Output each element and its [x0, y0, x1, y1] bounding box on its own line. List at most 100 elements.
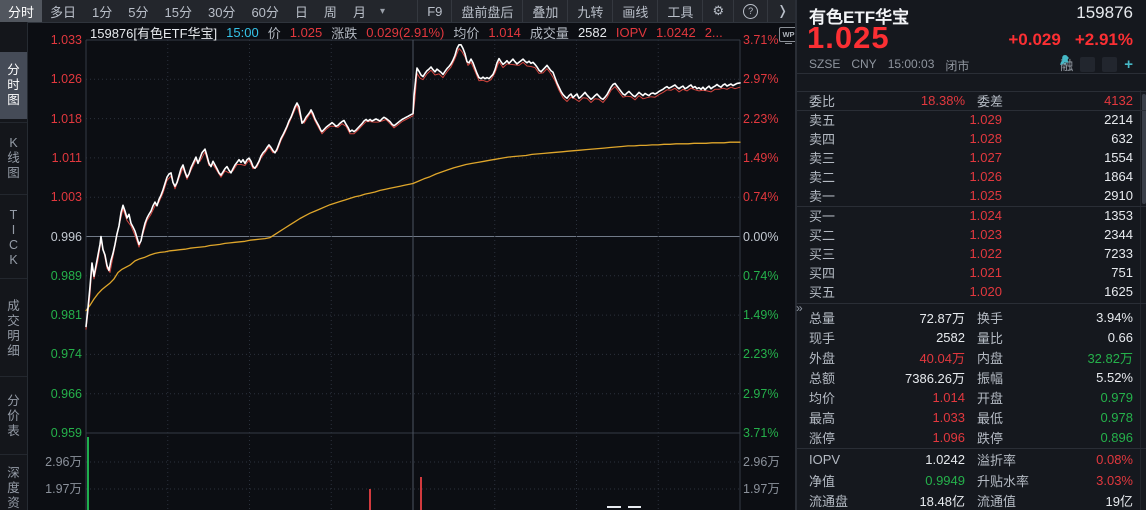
sell-level-3-volume: 1554 — [1104, 150, 1133, 166]
tab-fenshi[interactable]: 分时 — [0, 0, 43, 22]
volume-bar-0 — [87, 437, 89, 510]
sidebar-separator — [0, 122, 27, 123]
info-segment-10: IOPV — [615, 25, 647, 40]
panel-collapse-handle[interactable]: » — [796, 301, 803, 315]
tab-30min[interactable]: 30分 — [207, 4, 236, 20]
edit-pencil-icon[interactable] — [1060, 56, 1096, 72]
sell-level-4[interactable]: 卖四 1.028 632 — [797, 129, 1146, 148]
axis-label-right-axis-5: 0.00% — [743, 229, 779, 244]
stat-row-4-label1: 均价 — [809, 390, 836, 406]
sidebar-item-kline-chart[interactable]: K 线 图 — [7, 136, 20, 180]
stat-row-3-value1: 7386.26万 — [905, 370, 965, 386]
toolbar-button-f9[interactable]: F9 — [417, 0, 451, 22]
view-sidebar: 分 时 图 K 线 图 T I C K 成 交 明 细分 价 表深 度 资 料 — [0, 22, 28, 510]
buy-level-5[interactable]: 买五 1.020 1625 — [797, 282, 1146, 301]
panel-divider — [797, 447, 1146, 449]
gear-icon[interactable]: ⚙ — [702, 0, 733, 22]
currency-label: CNY — [851, 57, 877, 71]
toolbar-button-nine-turn[interactable]: 九转 — [567, 0, 612, 22]
sidebar-item-price-volume-table[interactable]: 分 价 表 — [7, 394, 20, 438]
weicha-label: 委差 — [977, 93, 1004, 109]
sidebar-separator — [0, 194, 27, 195]
sidebar-separator — [0, 278, 27, 279]
stat-row-4: 均价 1.014 开盘 0.979 — [797, 387, 1146, 407]
buy-level-3[interactable]: 买三 1.022 7233 — [797, 244, 1146, 263]
tab-week[interactable]: 周 — [323, 4, 337, 20]
info-segment-2: 价 — [267, 26, 281, 41]
sidebar-item-depth-info[interactable]: 深 度 资 料 — [7, 465, 20, 510]
add-to-watchlist-icon[interactable]: + — [1124, 56, 1133, 73]
sidebar-item-trade-detail[interactable]: 成 交 明 细 — [7, 298, 20, 358]
axis-label-right-axis-7: 1.49% — [743, 308, 779, 322]
tab-1min[interactable]: 1分 — [92, 4, 113, 20]
help-icon[interactable]: ? — [733, 0, 767, 22]
sell-level-1-price: 1.025 — [969, 188, 1002, 204]
stat-row-0-value1: 72.87万 — [919, 310, 965, 326]
price-axis-left: 1.033 1.026 1.018 1.011 1.003 0.996 0.989 0.981… — [30, 0, 82, 510]
axis-label-right-axis-11: 2.96万 — [743, 455, 780, 469]
tab-duori[interactable]: 多日 — [50, 4, 77, 20]
change-value: +0.029 — [1008, 30, 1061, 49]
sidebar-item-tick[interactable]: T I C K — [8, 207, 19, 267]
exchange-label: SZSE — [809, 57, 841, 71]
period-dropdown-caret-icon[interactable]: ▾ — [379, 5, 385, 17]
price-line — [85, 43, 741, 328]
buy-level-2[interactable]: 买二 1.023 2344 — [797, 225, 1146, 244]
stat-row-4-value2: 0.979 — [1100, 389, 1133, 405]
info-segment-0: 159876[有色ETF华宝] — [90, 26, 218, 41]
chevron-icon[interactable]: ❭ — [767, 0, 797, 22]
sell-level-2[interactable]: 卖二 1.026 1864 — [797, 167, 1146, 186]
toolbar-button-overlay[interactable]: 叠加 — [522, 0, 567, 22]
sell-level-5-volume: 2214 — [1104, 112, 1133, 128]
price-change: +0.029 +2.91% — [1008, 30, 1133, 50]
tab-month[interactable]: 月 — [352, 4, 366, 20]
stat-row-2-label1: 外盘 — [809, 350, 836, 366]
alert-bell-icon[interactable] — [1061, 55, 1118, 72]
stat-row-5-value2: 0.978 — [1100, 409, 1133, 425]
axis-label-left-axis-7: 0.981 — [50, 308, 82, 322]
tab-day[interactable]: 日 — [294, 4, 308, 20]
sidebar-item-intraday-chart[interactable]: 分 时 图 — [0, 52, 27, 119]
sell-level-5-label: 卖五 — [809, 113, 836, 129]
toolbar-button-draw-line[interactable]: 画线 — [612, 0, 657, 22]
stat-row-2-label2: 内盘 — [977, 350, 1004, 366]
stat-row-3-value2: 5.52% — [1096, 369, 1133, 385]
toolbar-button-pre-post-market[interactable]: 盘前盘后 — [451, 0, 522, 22]
toolbar-button-tools[interactable]: 工具 — [657, 0, 702, 22]
sell-level-5-price: 1.029 — [969, 112, 1002, 128]
buy-level-1[interactable]: 买一 1.024 1353 — [797, 207, 1146, 226]
sell-level-5[interactable]: 卖五 1.029 2214 — [797, 111, 1146, 130]
valuation-row-1-label1: 净值 — [809, 473, 836, 489]
tab-5min[interactable]: 5分 — [128, 4, 149, 20]
scrollbar-thumb[interactable] — [1142, 94, 1146, 204]
intraday-chart-plot[interactable] — [0, 0, 797, 510]
buy-level-1-volume: 1353 — [1104, 208, 1133, 224]
stat-row-6: 涨停 1.096 跌停 0.896 — [797, 427, 1146, 447]
valuation-row-0: IOPV 1.0242 溢折率 0.08% — [797, 449, 1146, 470]
axis-label-left-axis-12: 1.97万 — [45, 482, 82, 496]
stat-row-2-value2: 32.82万 — [1087, 350, 1133, 366]
tab-15min[interactable]: 15分 — [164, 4, 192, 20]
tab-60min[interactable]: 60分 — [251, 4, 279, 20]
panel-scrollbar[interactable] — [1140, 90, 1146, 510]
buy-level-4[interactable]: 买四 1.021 751 — [797, 263, 1146, 282]
sell-level-2-volume: 1864 — [1104, 169, 1133, 185]
weibi-label: 委比 — [809, 93, 836, 109]
axis-label-right-axis-8: 2.23% — [743, 347, 779, 361]
buy-level-4-volume: 751 — [1111, 265, 1133, 281]
sell-level-3[interactable]: 卖三 1.027 1554 — [797, 148, 1146, 167]
last-price: 1.025 — [807, 20, 890, 55]
volume-bar-2 — [420, 477, 422, 510]
axis-label-left-axis-2: 1.018 — [50, 112, 82, 126]
panel-divider — [797, 73, 1146, 74]
info-segment-4: 涨跌 — [331, 26, 358, 41]
valuation-row-2-label1: 流通盘 — [809, 494, 849, 510]
quote-action-icons: 融 + — [1060, 55, 1133, 74]
panel-divider — [797, 110, 1146, 111]
security-name: 有色ETF华宝 — [809, 8, 910, 27]
buy-level-3-volume: 7233 — [1104, 246, 1133, 262]
buy-level-2-price: 1.023 — [969, 227, 1002, 243]
axis-label-right-axis-9: 2.97% — [743, 387, 779, 401]
stat-row-3: 总额 7386.26万 振幅 5.52% — [797, 367, 1146, 387]
sell-level-1[interactable]: 卖一 1.025 2910 — [797, 186, 1146, 205]
